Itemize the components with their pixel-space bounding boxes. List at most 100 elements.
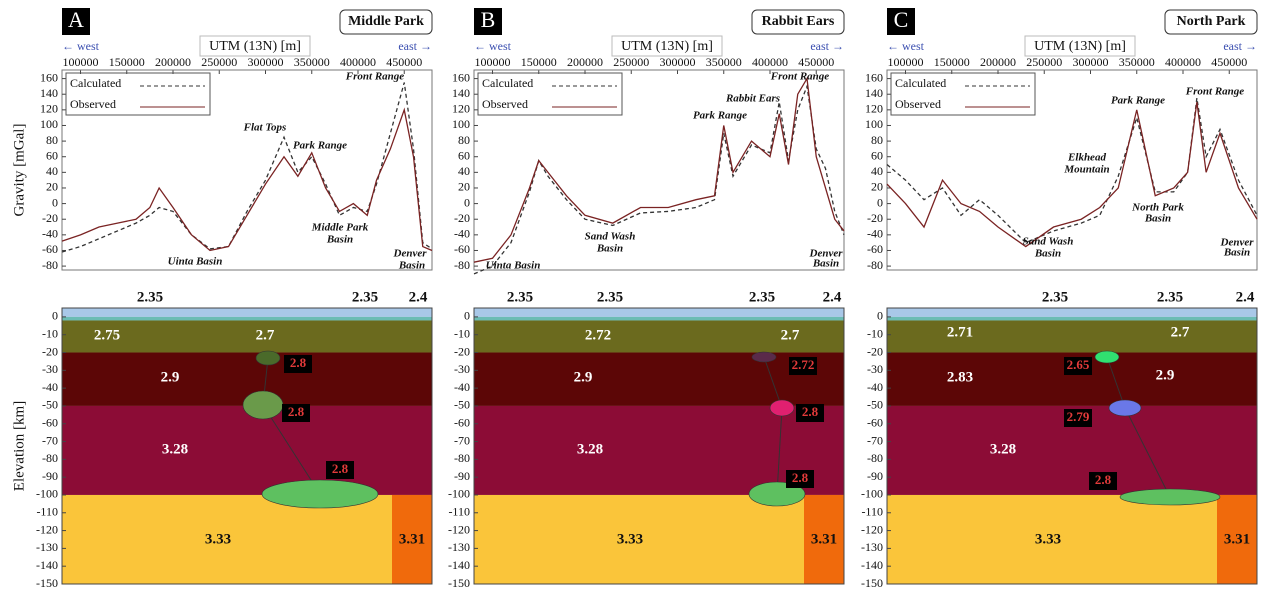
y-tick-label: -80	[454, 451, 470, 465]
y-tick-label: -80	[867, 258, 883, 272]
y-tick-label: 20	[46, 180, 58, 194]
legend-label: Calculated	[482, 76, 533, 90]
annotation: Basin	[1034, 248, 1061, 260]
y-tick-label: 0	[464, 195, 470, 209]
y-tick-label: -150	[448, 576, 470, 590]
x-tick-label: 150000	[109, 55, 145, 69]
body	[1120, 489, 1220, 505]
density-label: 2.79	[1067, 409, 1090, 424]
legend-label: Observed	[70, 97, 116, 111]
body	[262, 480, 378, 508]
y-tick-label: 160	[865, 70, 883, 84]
panel-title: Rabbit Ears	[762, 14, 835, 29]
annotation: Park Range	[293, 140, 347, 152]
x-tick-label: 300000	[1073, 55, 1109, 69]
annotation: Park Range	[693, 110, 747, 122]
annotation: Park Range	[1111, 95, 1165, 107]
body	[256, 351, 280, 365]
density-label: 2.9	[574, 369, 593, 385]
y-tick-label: -90	[454, 469, 470, 483]
annotation: Sand Wash	[585, 231, 636, 243]
y-tick-label: -120	[36, 522, 58, 536]
x-tick-label: 450000	[386, 55, 422, 69]
x-tick-label: 250000	[1026, 55, 1062, 69]
y-tick-label: 120	[865, 102, 883, 116]
y-tick-label: 40	[871, 164, 883, 178]
x-tick-label: 100000	[63, 55, 99, 69]
y-tick-label: -140	[448, 558, 470, 572]
y-tick-label: 0	[877, 195, 883, 209]
y-tick-label: -40	[867, 380, 883, 394]
density-label: 3.28	[577, 441, 603, 457]
surface-density: 2.4	[409, 289, 428, 305]
y-tick-label: -20	[42, 211, 58, 225]
y-tick-label: -140	[861, 558, 883, 572]
annotation: Basin	[326, 234, 353, 246]
y-tick-label: -50	[454, 398, 470, 412]
y-tick-label: -130	[36, 540, 58, 554]
x-tick-label: 250000	[201, 55, 237, 69]
density-label: 2.83	[947, 369, 973, 385]
y-tick-label: -110	[861, 505, 883, 519]
y-tick-label: 140	[40, 86, 58, 100]
y-tick-label: -20	[454, 211, 470, 225]
x-axis-label: UTM (13N) [m]	[209, 39, 301, 54]
body	[770, 400, 794, 416]
y-tick-label: -100	[861, 487, 883, 501]
layer	[474, 353, 844, 406]
density-label: 3.31	[811, 531, 837, 547]
annotation: Sand Wash	[1023, 236, 1074, 248]
y-tick-label: 120	[452, 102, 470, 116]
body	[1109, 400, 1141, 416]
density-label: 2.71	[947, 324, 973, 340]
y-tick-label: 120	[40, 102, 58, 116]
y-tick-label: 140	[865, 86, 883, 100]
y-tick-label: -60	[42, 415, 58, 429]
density-label: 2.65	[1067, 357, 1090, 372]
y-tick-label: -20	[42, 344, 58, 358]
annotation: Denver	[393, 248, 428, 260]
layer	[887, 308, 1257, 317]
panel-letter: B	[481, 7, 496, 32]
y-tick-label: -40	[42, 380, 58, 394]
y-tick-label: 0	[464, 309, 470, 323]
y-tick-label: -130	[861, 540, 883, 554]
density-label: 2.8	[288, 404, 305, 419]
y-tick-label: 60	[458, 148, 470, 162]
y-tick-label: -120	[861, 522, 883, 536]
x-tick-label: 400000	[1165, 55, 1201, 69]
y-tick-label: 140	[452, 86, 470, 100]
body	[1095, 351, 1119, 363]
y-tick-label: -10	[42, 326, 58, 340]
x-tick-label: 350000	[706, 55, 742, 69]
annotation: Front Range	[770, 71, 829, 83]
y-tick-label: -80	[42, 258, 58, 272]
east-label: east →	[398, 39, 432, 53]
surface-density: 2.35	[1157, 289, 1183, 305]
layer	[62, 308, 432, 317]
y-axis-label: Elevation [km]	[11, 401, 27, 491]
density-label: 2.7	[781, 327, 800, 343]
density-label: 2.72	[792, 357, 815, 372]
density-label: 3.33	[617, 531, 643, 547]
series-line	[474, 79, 844, 263]
y-tick-label: -40	[42, 227, 58, 241]
y-axis-label: Gravity [mGal]	[11, 124, 27, 217]
x-tick-label: 100000	[888, 55, 924, 69]
y-tick-label: 0	[877, 309, 883, 323]
west-label: ← west	[887, 39, 925, 53]
legend-label: Observed	[482, 97, 528, 111]
annotation: Elkhead	[1067, 152, 1106, 164]
x-axis-label: UTM (13N) [m]	[1034, 39, 1126, 54]
density-label: 2.8	[290, 355, 307, 370]
y-tick-label: -100	[448, 487, 470, 501]
x-tick-label: 400000	[340, 55, 376, 69]
x-tick-label: 400000	[752, 55, 788, 69]
density-label: 2.8	[792, 470, 809, 485]
y-tick-label: -80	[42, 451, 58, 465]
y-tick-label: -20	[454, 344, 470, 358]
annotation: Basin	[1223, 247, 1250, 259]
panel-title: North Park	[1177, 14, 1246, 29]
x-tick-label: 200000	[567, 55, 603, 69]
